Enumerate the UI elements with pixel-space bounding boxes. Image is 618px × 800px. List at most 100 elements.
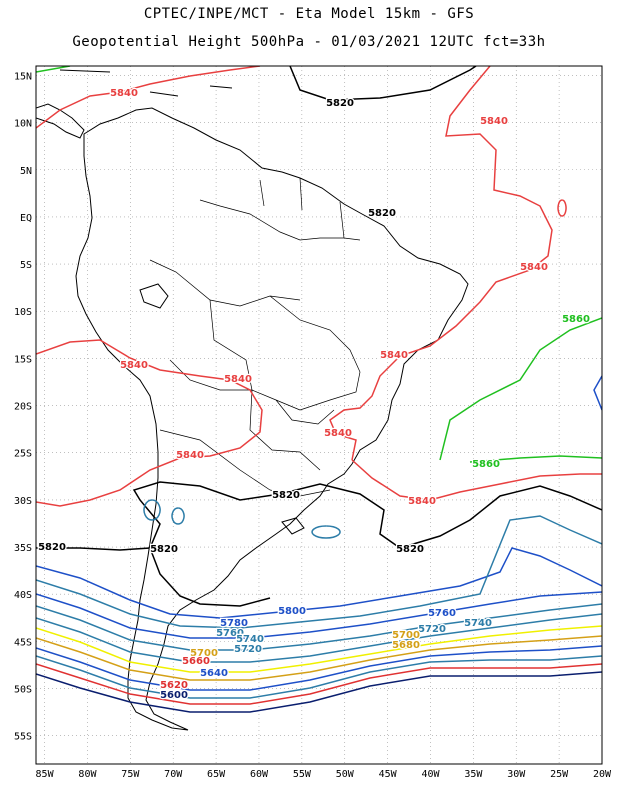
contour-5860 bbox=[439, 317, 602, 461]
lat-tick-label: 15N bbox=[14, 71, 32, 82]
contour-label: 5840 bbox=[110, 88, 138, 99]
contour-5660 bbox=[36, 645, 602, 691]
lon-tick-label: 70W bbox=[164, 769, 183, 780]
plot-area: 5840 5840 5840 5840 5840 5840 5840 5840 5840 5820… bbox=[36, 66, 602, 731]
contour-5600 bbox=[36, 671, 602, 713]
contour-5740 bbox=[36, 603, 602, 651]
lon-tick-label: 35W bbox=[464, 769, 483, 780]
falklands bbox=[281, 517, 305, 535]
contour-label: 5680 bbox=[392, 640, 420, 651]
contour-5860-south bbox=[469, 455, 602, 463]
contour-label: 5640 bbox=[200, 668, 228, 679]
contour-5720 bbox=[36, 613, 602, 663]
contour-label: 5840 bbox=[176, 450, 204, 461]
lon-tick-label: 40W bbox=[421, 769, 440, 780]
contour-label: 5700 bbox=[190, 648, 218, 659]
title-line-2: Geopotential Height 500hPa - 01/03/2021 … bbox=[72, 34, 546, 50]
contour-label: 5620 bbox=[160, 680, 188, 691]
contour-labels: 5840 5840 5840 5840 5840 5840 5840 5840 5840 5820… bbox=[37, 87, 591, 703]
contour-label: 5820 bbox=[38, 542, 66, 553]
map-frame bbox=[35, 65, 603, 765]
small-contour-b bbox=[171, 507, 185, 525]
contour-label: 5840 bbox=[520, 262, 548, 273]
lat-tick-label: 5N bbox=[20, 166, 32, 177]
contour-label: 5840 bbox=[120, 360, 148, 371]
contour-label: 5820 bbox=[396, 544, 424, 555]
contour-label: 5700 bbox=[392, 630, 420, 641]
contour-5640 bbox=[36, 655, 602, 699]
contour-label: 5840 bbox=[480, 116, 508, 127]
contour-5760 bbox=[36, 591, 602, 639]
contour-label: 5780 bbox=[220, 618, 248, 629]
lon-tick-label: 30W bbox=[507, 769, 526, 780]
lon-tick-label: 65W bbox=[207, 769, 226, 780]
contour-5840-central bbox=[36, 339, 263, 507]
contour-label: 5800 bbox=[278, 606, 306, 617]
contour-label: 5860 bbox=[472, 459, 500, 470]
contour-label: 5840 bbox=[324, 428, 352, 439]
contour-label: 5600 bbox=[160, 690, 188, 701]
contour-5820-north bbox=[289, 66, 477, 101]
contours bbox=[36, 66, 602, 713]
central-america-coast bbox=[36, 103, 85, 139]
contour-5620 bbox=[36, 663, 602, 705]
contour-5800 bbox=[36, 547, 602, 619]
small-contour-c bbox=[311, 525, 341, 539]
lat-tick-label: 40S bbox=[14, 590, 32, 601]
contour-5860-northwest bbox=[36, 66, 71, 73]
lat-tick-label: 15S bbox=[14, 354, 32, 365]
caribbean-islands bbox=[59, 69, 233, 97]
contour-5820-south bbox=[149, 547, 271, 607]
small-contour-a bbox=[143, 499, 161, 521]
contour-label: 5740 bbox=[464, 618, 492, 629]
contour-5840-northeast bbox=[329, 66, 553, 461]
contour-label: 5740 bbox=[236, 634, 264, 645]
contour-label: 5860 bbox=[562, 314, 590, 325]
contour-5700 bbox=[36, 625, 602, 673]
lat-tick-label: 35S bbox=[14, 543, 32, 554]
contour-label: 5720 bbox=[234, 644, 262, 655]
contour-label: 5820 bbox=[272, 490, 300, 501]
lat-tick-label: 5S bbox=[20, 260, 32, 271]
lon-tick-label: 60W bbox=[250, 769, 269, 780]
contour-5680 bbox=[36, 635, 602, 681]
contour-label: 5820 bbox=[368, 208, 396, 219]
latitude-labels: 15N 10N 5N EQ 5S 10S 15S 20S 25S 30S 35S 40S 45S 50S 5… bbox=[14, 71, 32, 742]
contour-label: 5760 bbox=[428, 608, 456, 619]
longitude-labels: 85W 80W 75W 70W 65W 60W 55W 50W 45W 40W 35W 30W 25W 2… bbox=[36, 769, 612, 780]
contour-label: 5820 bbox=[326, 98, 354, 109]
lon-tick-label: 25W bbox=[550, 769, 569, 780]
contour-label: 5660 bbox=[182, 656, 210, 667]
contour-5840-north bbox=[36, 66, 261, 129]
lon-tick-label: 55W bbox=[293, 769, 312, 780]
lat-tick-label: 30S bbox=[14, 496, 32, 507]
contour-label: 5820 bbox=[150, 544, 178, 555]
contour-label: 5840 bbox=[380, 350, 408, 361]
contour-5780 bbox=[36, 515, 602, 629]
country-borders bbox=[149, 177, 361, 497]
lon-tick-label: 85W bbox=[36, 769, 55, 780]
lat-tick-label: 20S bbox=[14, 402, 32, 413]
lat-tick-label: 55S bbox=[14, 732, 32, 743]
lat-tick-label: 10N bbox=[14, 119, 32, 130]
coastlines bbox=[36, 69, 469, 731]
south-america-coast bbox=[75, 107, 469, 731]
small-contour-e bbox=[593, 375, 602, 411]
lon-tick-label: 45W bbox=[379, 769, 398, 780]
lat-tick-label: 45S bbox=[14, 637, 32, 648]
lon-tick-label: 50W bbox=[336, 769, 355, 780]
small-contour-d bbox=[557, 199, 567, 217]
contour-label: 5720 bbox=[418, 624, 446, 635]
contour-label: 5760 bbox=[216, 628, 244, 639]
lat-tick-label: EQ bbox=[20, 213, 32, 224]
lon-tick-label: 20W bbox=[593, 769, 612, 780]
lon-tick-label: 75W bbox=[121, 769, 140, 780]
contour-label: 5840 bbox=[224, 374, 252, 385]
lake-titicaca bbox=[139, 283, 169, 309]
lat-tick-label: 10S bbox=[14, 307, 32, 318]
contour-5840-southeast bbox=[351, 459, 602, 501]
lon-tick-label: 80W bbox=[78, 769, 97, 780]
title-line-1: CPTEC/INPE/MCT - Eta Model 15km - GFS bbox=[143, 6, 475, 22]
contour-5820 bbox=[36, 481, 602, 551]
